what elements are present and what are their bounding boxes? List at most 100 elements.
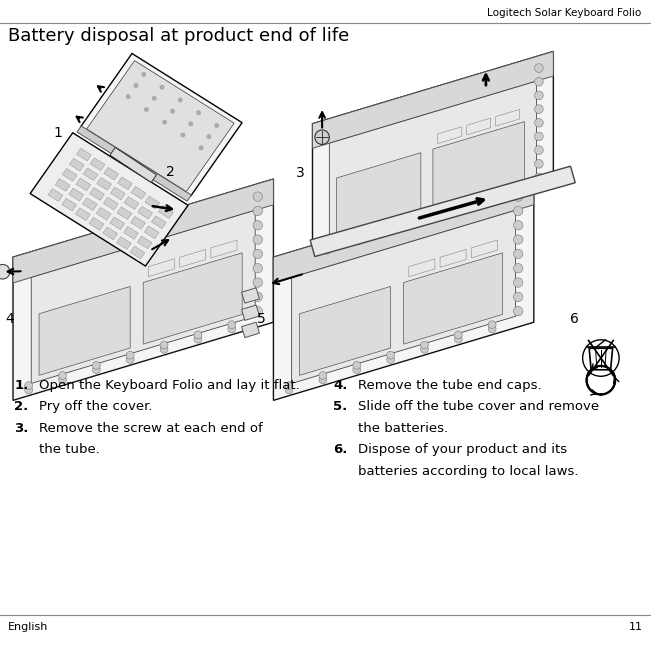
Circle shape [285,386,293,394]
Polygon shape [273,179,534,283]
Text: Remove the tube end caps.: Remove the tube end caps. [358,379,542,392]
Polygon shape [81,53,242,196]
Polygon shape [124,227,139,239]
Circle shape [228,321,236,329]
Circle shape [253,249,262,258]
Text: Remove the screw at each end of: Remove the screw at each end of [39,422,263,435]
Circle shape [285,381,293,389]
Text: Open the Keyboard Folio and lay it flat.: Open the Keyboard Folio and lay it flat. [39,379,300,392]
Circle shape [421,341,428,349]
Circle shape [178,98,183,102]
Text: 1.: 1. [14,379,29,392]
Polygon shape [62,169,77,181]
Polygon shape [62,199,77,211]
Circle shape [126,94,131,99]
Polygon shape [118,177,132,189]
Circle shape [194,331,202,339]
Circle shape [324,243,331,250]
Polygon shape [13,179,273,283]
Text: 11: 11 [629,622,643,631]
Polygon shape [110,148,156,182]
Circle shape [170,109,175,113]
Polygon shape [70,158,84,171]
Polygon shape [242,305,260,320]
Circle shape [92,361,100,369]
Circle shape [59,372,66,380]
Text: the batteries.: the batteries. [358,422,448,435]
Polygon shape [310,166,575,256]
Circle shape [488,321,496,329]
Circle shape [253,221,262,230]
Text: Slide off the tube cover and remove: Slide off the tube cover and remove [358,400,599,413]
Circle shape [353,361,361,369]
Polygon shape [111,187,125,200]
Circle shape [511,187,518,194]
Circle shape [188,121,193,126]
Polygon shape [312,51,553,260]
Polygon shape [130,246,145,259]
Polygon shape [299,286,391,376]
Text: Logitech Solar Keyboard Folio: Logitech Solar Keyboard Folio [487,8,641,18]
Circle shape [514,235,523,244]
Polygon shape [31,210,255,383]
Circle shape [514,221,523,230]
Circle shape [160,341,168,349]
Circle shape [25,381,33,389]
Text: 5.: 5. [333,400,348,413]
Circle shape [92,366,100,374]
Polygon shape [77,148,91,161]
Circle shape [454,335,462,343]
Polygon shape [138,206,152,219]
Circle shape [324,247,331,254]
Circle shape [534,105,543,113]
Polygon shape [97,178,111,190]
Text: Dispose of your product and its: Dispose of your product and its [358,443,567,456]
Polygon shape [131,216,145,229]
Circle shape [480,196,487,203]
Text: Battery disposal at product end of life: Battery disposal at product end of life [8,27,349,46]
Circle shape [480,200,487,207]
Circle shape [534,132,543,141]
Polygon shape [30,133,188,266]
Polygon shape [124,197,139,210]
Circle shape [319,372,327,380]
Polygon shape [77,126,191,201]
Circle shape [449,205,456,212]
Circle shape [387,352,395,359]
Circle shape [228,325,236,333]
Circle shape [417,215,424,222]
Circle shape [159,85,165,90]
Circle shape [514,192,523,201]
Polygon shape [104,197,118,210]
Polygon shape [96,208,111,220]
Polygon shape [137,236,152,249]
Circle shape [514,264,523,273]
Circle shape [133,83,139,88]
Polygon shape [83,198,97,210]
Circle shape [514,292,523,301]
Polygon shape [103,227,118,240]
Circle shape [319,376,327,383]
Text: English: English [8,622,48,631]
Circle shape [126,352,134,359]
Text: 3: 3 [296,165,305,180]
Circle shape [253,206,262,215]
Circle shape [162,120,167,125]
Polygon shape [90,187,104,201]
Circle shape [59,376,66,383]
Text: 3.: 3. [14,422,29,435]
Text: 6.: 6. [333,443,348,456]
Circle shape [196,110,201,115]
Polygon shape [69,188,83,201]
Circle shape [534,118,543,127]
Circle shape [534,77,543,86]
Circle shape [199,145,204,150]
Text: 4: 4 [5,312,14,326]
Circle shape [253,307,262,316]
Text: 2: 2 [166,165,174,179]
Circle shape [514,206,523,215]
Circle shape [315,130,329,145]
Circle shape [514,307,523,316]
Polygon shape [145,226,159,239]
Text: the tube.: the tube. [39,443,100,456]
